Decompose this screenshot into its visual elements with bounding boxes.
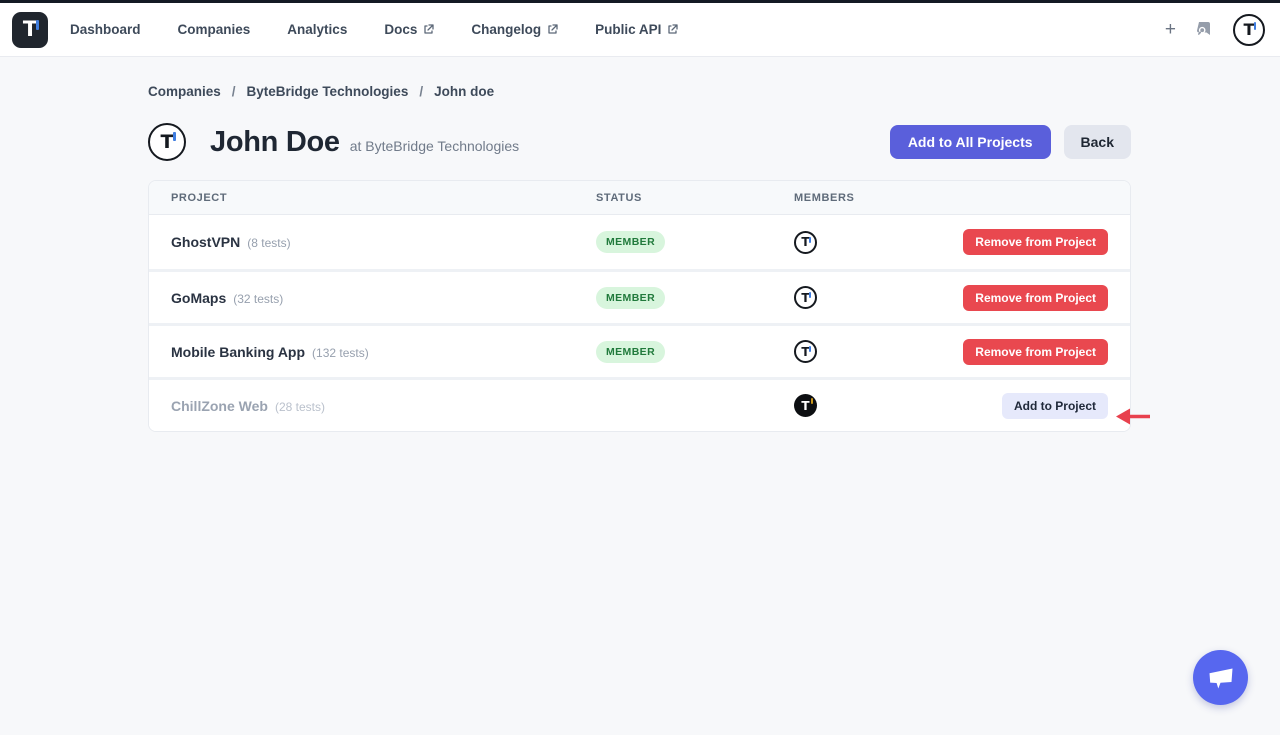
member-avatar: T bbox=[794, 340, 817, 363]
table-row: GoMaps (32 tests) MEMBER T Remove from P… bbox=[149, 269, 1130, 323]
nav-right-actions: + T bbox=[1164, 13, 1265, 46]
nav-item-analytics[interactable]: Analytics bbox=[287, 22, 348, 37]
file-search-icon[interactable] bbox=[1195, 20, 1214, 39]
status-badge: MEMBER bbox=[596, 340, 666, 363]
member-avatar: T bbox=[794, 286, 817, 309]
project-test-count: (32 tests) bbox=[233, 291, 284, 306]
breadcrumb-item-companies[interactable]: Companies bbox=[148, 84, 221, 99]
member-avatar: T bbox=[794, 230, 817, 254]
project-test-count: (132 tests) bbox=[312, 345, 369, 360]
external-link-icon bbox=[668, 24, 679, 34]
project-test-count: (8 tests) bbox=[247, 236, 291, 250]
page-title: John Doe bbox=[210, 125, 340, 158]
project-name: Mobile Banking App bbox=[171, 343, 306, 360]
table-row: Mobile Banking App (132 tests) MEMBER T … bbox=[149, 323, 1130, 377]
chat-widget-button[interactable] bbox=[1193, 650, 1248, 705]
nav-item-docs[interactable]: Docs bbox=[384, 22, 434, 37]
nav-links: Dashboard Companies Analytics Docs Chang… bbox=[70, 22, 679, 37]
table-body: GhostVPN (8 tests) MEMBER T Remove from … bbox=[149, 215, 1130, 431]
nav-item-companies[interactable]: Companies bbox=[177, 22, 251, 37]
brand-t-icon: T bbox=[22, 17, 39, 41]
company-avatar: T bbox=[148, 123, 186, 161]
table-header-row: PROJECT STATUS MEMBERS bbox=[149, 181, 1130, 215]
column-header-members: MEMBERS bbox=[794, 191, 855, 204]
nav-item-changelog[interactable]: Changelog bbox=[471, 22, 558, 37]
project-name: ChillZone Web bbox=[171, 397, 268, 414]
main-content: Companies / ByteBridge Technologies / John d… bbox=[148, 84, 1131, 432]
breadcrumb: Companies / ByteBridge Technologies / John d… bbox=[148, 84, 1131, 99]
remove-from-project-button[interactable]: Remove from Project bbox=[963, 229, 1108, 255]
top-border-strip bbox=[0, 0, 1280, 3]
page-header: T John Doe at ByteBridge Technologies Ad… bbox=[148, 123, 1131, 161]
status-badge: MEMBER bbox=[596, 231, 666, 253]
table-row: ChillZone Web (28 tests) T Add to Projec… bbox=[149, 377, 1130, 431]
breadcrumb-separator: / bbox=[419, 84, 424, 99]
projects-table: PROJECT STATUS MEMBERS GhostVPN (8 tests… bbox=[148, 180, 1131, 432]
external-link-icon bbox=[424, 24, 434, 34]
brand-logo[interactable]: T bbox=[12, 11, 48, 48]
breadcrumb-separator: / bbox=[231, 84, 236, 99]
add-to-all-projects-button[interactable]: Add to All Projects bbox=[889, 125, 1051, 159]
member-avatar: T bbox=[794, 394, 817, 417]
breadcrumb-item-john-doe[interactable]: John doe bbox=[434, 84, 495, 99]
back-button[interactable]: Back bbox=[1063, 125, 1131, 159]
top-navigation: T Dashboard Companies Analytics Docs Cha… bbox=[0, 3, 1280, 57]
status-badge: MEMBER bbox=[596, 286, 666, 309]
chat-bubble-icon bbox=[1209, 668, 1232, 688]
page-subtitle: at ByteBridge Technologies bbox=[349, 137, 520, 154]
add-to-project-button[interactable]: Add to Project bbox=[1001, 392, 1108, 419]
column-header-project: PROJECT bbox=[171, 191, 228, 204]
table-row: GhostVPN (8 tests) MEMBER T Remove from … bbox=[149, 215, 1130, 269]
remove-from-project-button[interactable]: Remove from Project bbox=[963, 338, 1108, 365]
nav-item-dashboard[interactable]: Dashboard bbox=[70, 22, 141, 37]
project-test-count: (28 tests) bbox=[274, 399, 325, 414]
external-link-icon bbox=[548, 24, 558, 34]
remove-from-project-button[interactable]: Remove from Project bbox=[963, 284, 1108, 311]
plus-icon[interactable]: + bbox=[1164, 19, 1176, 40]
nav-item-public-api[interactable]: Public API bbox=[595, 22, 679, 37]
column-header-status: STATUS bbox=[596, 191, 642, 204]
breadcrumb-item-bytebridge-technologies[interactable]: ByteBridge Technologies bbox=[246, 84, 409, 99]
project-name: GhostVPN bbox=[171, 234, 241, 250]
user-avatar[interactable]: T bbox=[1233, 13, 1265, 46]
project-name: GoMaps bbox=[171, 289, 227, 306]
